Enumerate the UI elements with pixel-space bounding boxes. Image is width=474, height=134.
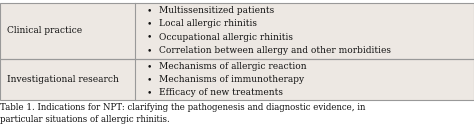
Text: •: • xyxy=(147,62,152,71)
Text: Correlation between allergy and other morbidities: Correlation between allergy and other mo… xyxy=(159,46,391,55)
Text: Investigational research: Investigational research xyxy=(7,75,119,84)
Text: •: • xyxy=(147,6,152,15)
Text: •: • xyxy=(147,33,152,42)
Text: Mechanisms of immunotherapy: Mechanisms of immunotherapy xyxy=(159,75,304,84)
Bar xyxy=(0,3,474,59)
Text: Efficacy of new treatments: Efficacy of new treatments xyxy=(159,88,283,97)
Text: •: • xyxy=(147,88,152,97)
Text: Mechanisms of allergic reaction: Mechanisms of allergic reaction xyxy=(159,62,306,71)
Text: •: • xyxy=(147,19,152,29)
Text: Multissensitized patients: Multissensitized patients xyxy=(159,6,274,15)
Text: •: • xyxy=(147,46,152,55)
Text: Local allergic rhinitis: Local allergic rhinitis xyxy=(159,19,257,29)
Text: •: • xyxy=(147,75,152,84)
Bar xyxy=(0,59,474,100)
Text: Occupational allergic rhinitis: Occupational allergic rhinitis xyxy=(159,33,293,42)
Text: Clinical practice: Clinical practice xyxy=(7,26,82,35)
Text: Table 1. Indications for NPT: clarifying the pathogenesis and diagnostic evidenc: Table 1. Indications for NPT: clarifying… xyxy=(0,103,365,124)
Bar xyxy=(0,59,474,100)
Bar xyxy=(0,3,474,59)
